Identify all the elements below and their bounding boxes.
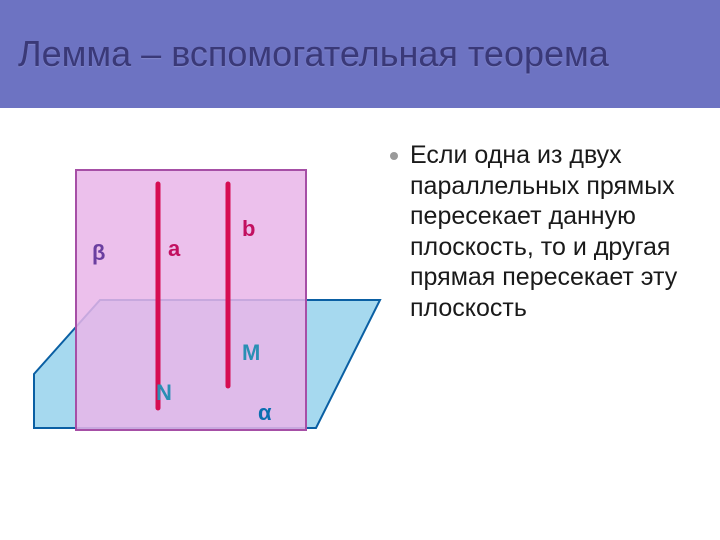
bullet-item: Если одна из двух параллельных прямых пе… bbox=[390, 140, 684, 323]
slide-title: Лемма – вспомогательная теорема bbox=[18, 33, 609, 74]
label-beta: β bbox=[92, 240, 105, 265]
label-point-n: N bbox=[156, 380, 172, 405]
plane-beta bbox=[76, 170, 306, 430]
body-text-area: Если одна из двух параллельных прямых пе… bbox=[390, 140, 684, 323]
title-band: Лемма – вспомогательная теорема bbox=[0, 0, 720, 108]
label-point-m: M bbox=[242, 340, 260, 365]
label-a: a bbox=[168, 236, 181, 261]
bullet-text: Если одна из двух параллельных прямых пе… bbox=[410, 140, 684, 323]
bullet-dot-icon bbox=[390, 152, 398, 160]
label-alpha: α bbox=[258, 400, 272, 425]
slide: Лемма – вспомогательная теорема β a b M … bbox=[0, 0, 720, 540]
geometry-diagram: β a b M N α bbox=[28, 128, 388, 488]
label-b: b bbox=[242, 216, 255, 241]
diagram-svg: β a b M N α bbox=[28, 128, 388, 488]
